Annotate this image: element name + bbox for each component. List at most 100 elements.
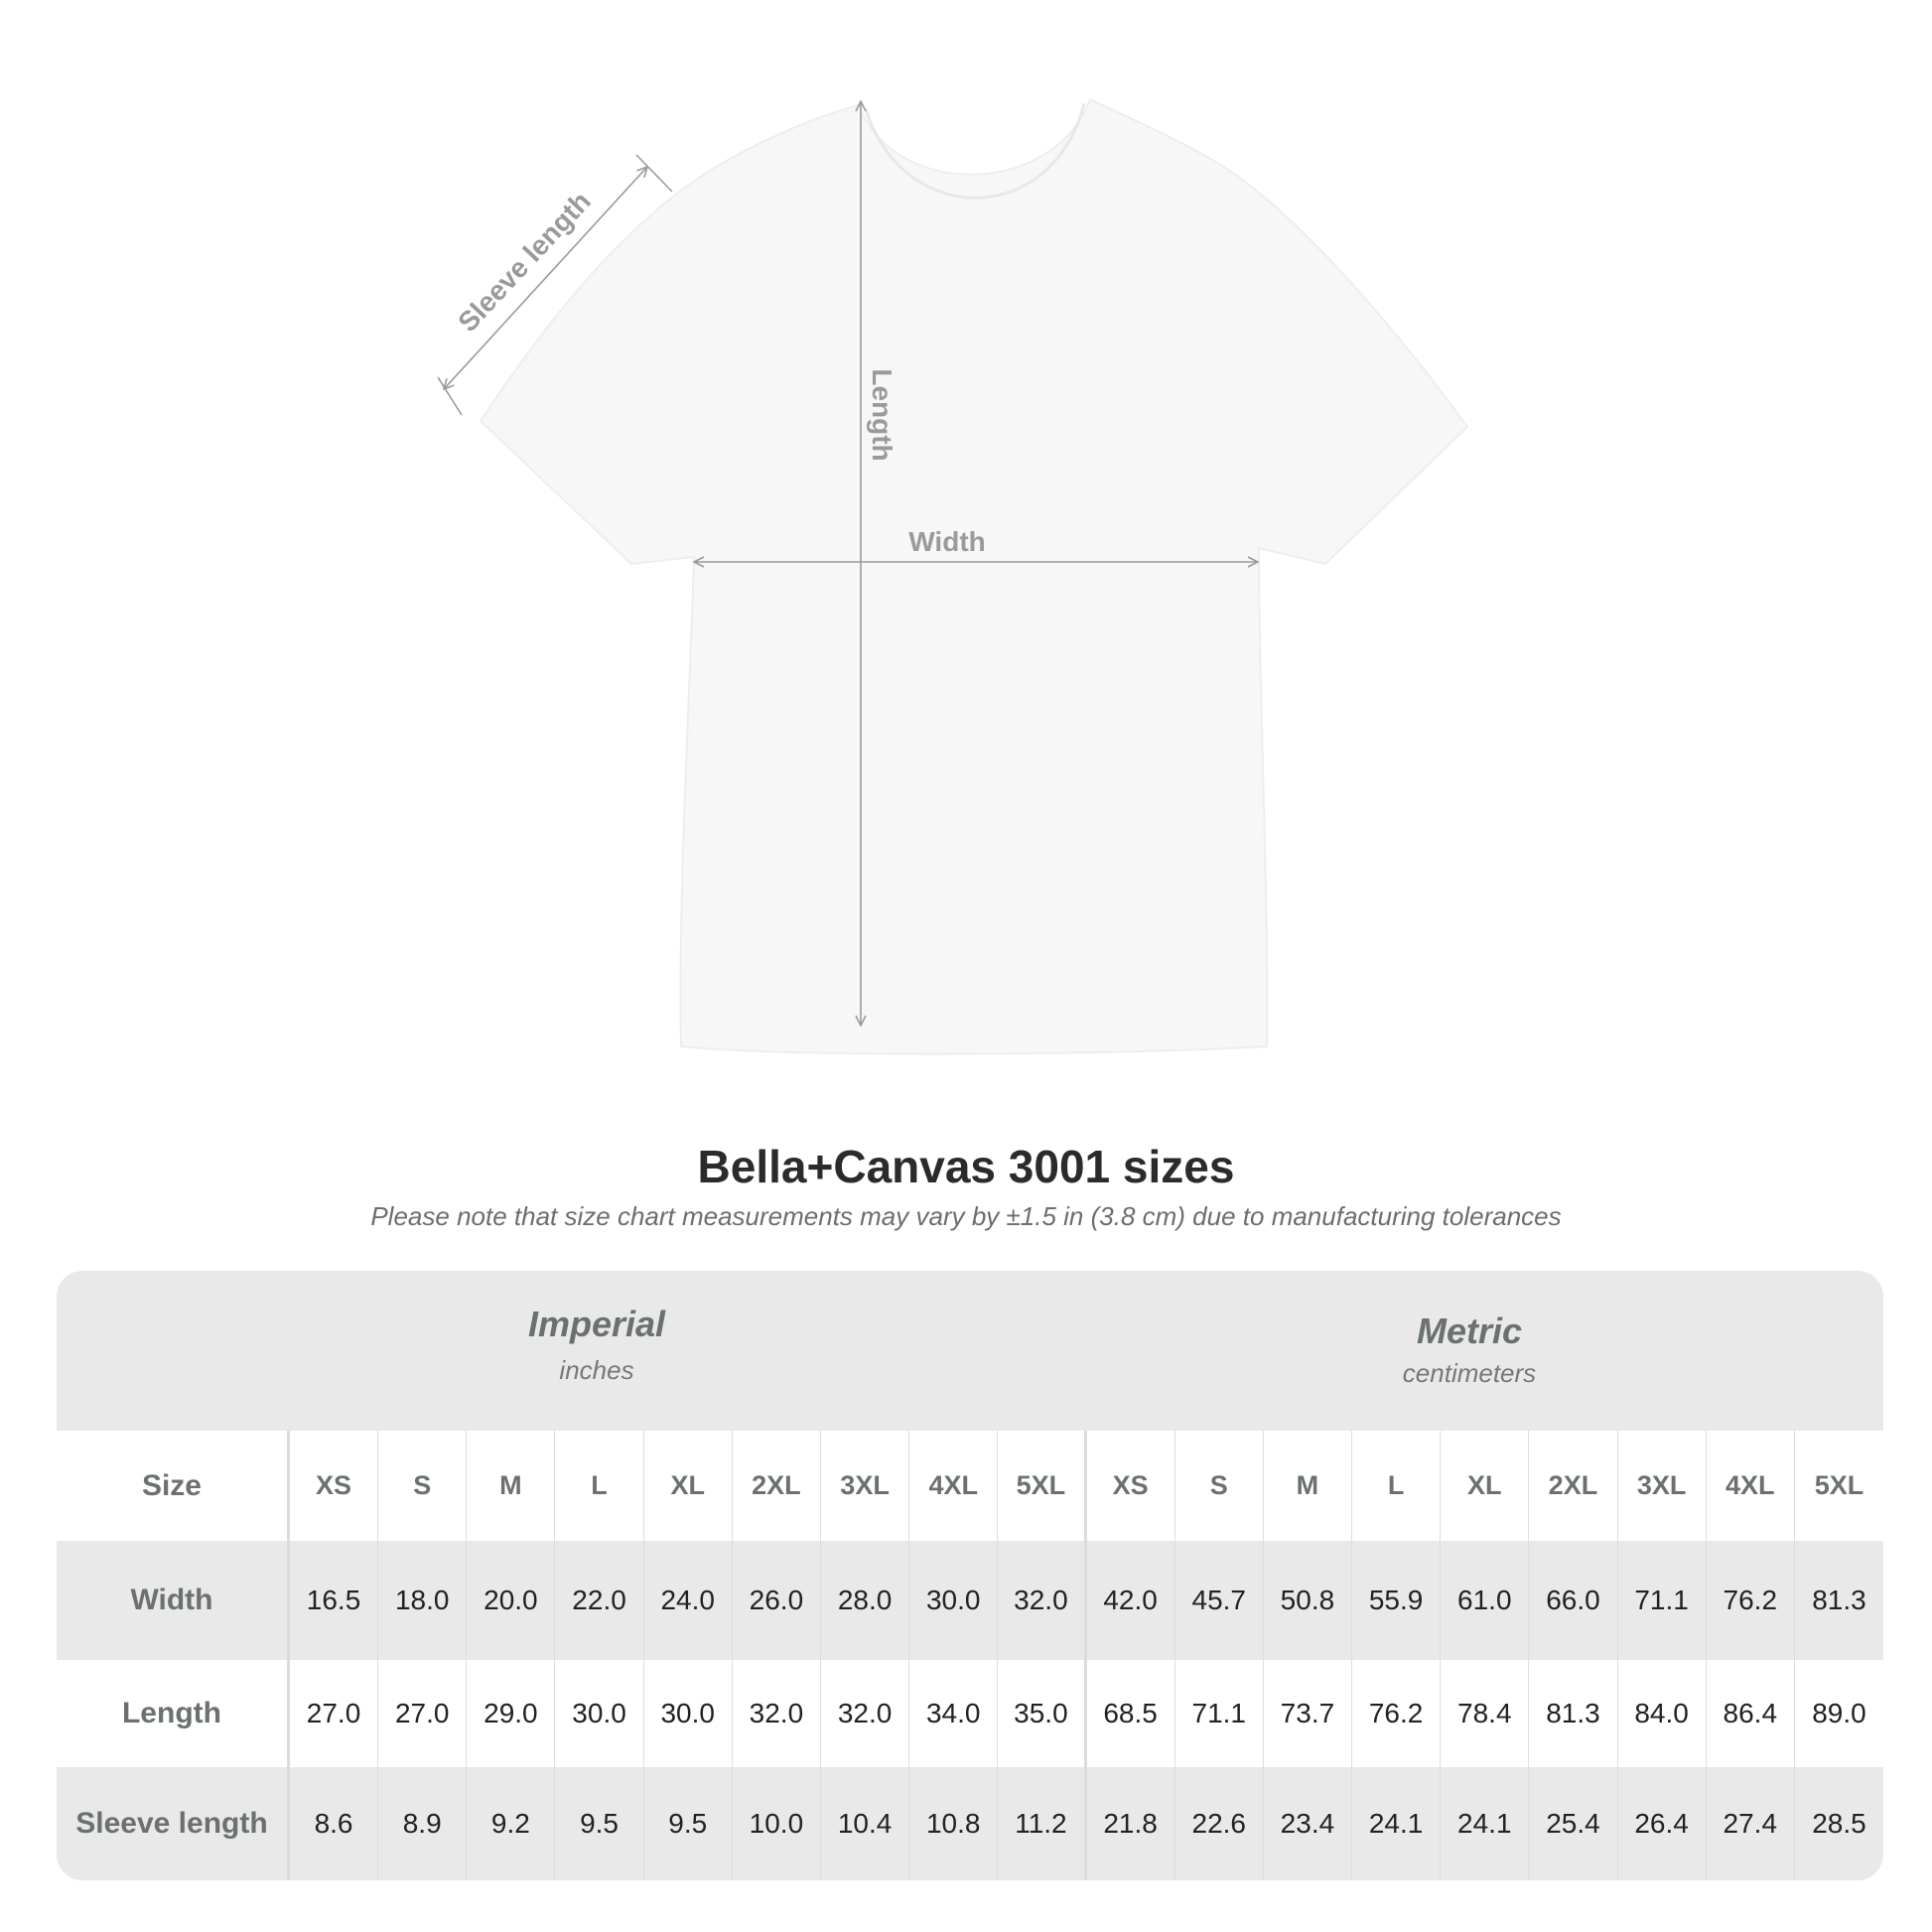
row-label: Sleeve length	[57, 1767, 290, 1880]
imperial-size-m: M	[467, 1431, 556, 1541]
metric-cell: 23.4	[1264, 1767, 1353, 1880]
metric-cell: 50.8	[1264, 1541, 1353, 1660]
size-header-row: Size XS S M L XL 2XL 3XL 4XL 5XL XS S M L XL 2XL 3XL 4XL 5…	[57, 1431, 1883, 1541]
imperial-cell: 30.0	[555, 1660, 644, 1767]
imperial-cell: 35.0	[998, 1660, 1087, 1767]
imperial-cell: 32.0	[733, 1660, 821, 1767]
imperial-cell: 32.0	[821, 1660, 910, 1767]
row-band	[57, 1541, 1883, 1660]
imperial-cell: 30.0	[909, 1541, 999, 1660]
imperial-title: Imperial	[527, 1304, 666, 1344]
imperial-size-xl: XL	[644, 1431, 733, 1541]
metric-cell: 78.4	[1441, 1660, 1530, 1767]
imperial-cell: 8.9	[378, 1767, 468, 1880]
metric-cell: 61.0	[1441, 1541, 1530, 1660]
metric-cell: 81.3	[1812, 1585, 1866, 1615]
table-row: Width 16.5 18.0 20.0 22.0 24.0 26.0 28.0 30.0 32.…	[57, 1541, 1883, 1660]
imperial-cell: 9.5	[644, 1767, 733, 1880]
row-label: Width	[57, 1541, 290, 1660]
imperial-cell: 22.0	[555, 1541, 644, 1660]
metric-cell: 21.8	[1087, 1767, 1175, 1880]
metric-cell: 42.0	[1087, 1541, 1175, 1660]
sleeve-tick	[635, 154, 673, 193]
metric-cell: 28.5	[1812, 1808, 1866, 1839]
metric-cell: 24.1	[1441, 1767, 1530, 1880]
table-row: Length 27.0 27.0 29.0 30.0 30.0 32.0 32.0 34.0 35…	[57, 1660, 1883, 1767]
imperial-cell: 28.0	[821, 1541, 910, 1660]
metric-cell: 27.4	[1707, 1767, 1795, 1880]
length-label: Length	[867, 368, 897, 461]
imperial-cell: 8.6	[290, 1767, 379, 1880]
metric-cell: 76.2	[1352, 1660, 1442, 1767]
imperial-size-5xl: 5XL	[998, 1431, 1087, 1541]
imperial-cell: 30.0	[644, 1660, 733, 1767]
metric-cell: 84.0	[1618, 1660, 1707, 1767]
imperial-cell: 11.2	[998, 1767, 1087, 1880]
imperial-cell: 10.4	[821, 1767, 910, 1880]
metric-cell: 55.9	[1352, 1541, 1442, 1660]
collar	[864, 102, 1086, 200]
metric-cell: 45.7	[1175, 1541, 1264, 1660]
imperial-cell: 34.0	[909, 1660, 999, 1767]
row-label: Length	[57, 1660, 290, 1767]
metric-size-xs: XS	[1087, 1431, 1175, 1541]
tolerance-note: Please note that size chart measurements…	[370, 1201, 1562, 1231]
imperial-cell: 27.0	[378, 1660, 468, 1767]
imperial-size-4xl: 4XL	[909, 1431, 999, 1541]
imperial-cell: 20.0	[467, 1541, 556, 1660]
imperial-cell: 32.0	[998, 1541, 1087, 1660]
imperial-cell: 24.0	[644, 1541, 733, 1660]
header-band	[57, 1271, 1883, 1431]
imperial-size-s: S	[378, 1431, 468, 1541]
metric-cell: 81.3	[1529, 1660, 1618, 1767]
sleeve-arrow	[444, 167, 647, 389]
row-band	[57, 1767, 1883, 1880]
metric-cell: 71.1	[1618, 1541, 1707, 1660]
imperial-cell: 18.0	[378, 1541, 468, 1660]
page-title: Bella+Canvas 3001 sizes	[697, 1141, 1235, 1192]
imperial-size-xs: XS	[290, 1431, 379, 1541]
metric-cell: 24.1	[1352, 1767, 1442, 1880]
width-label: Width	[908, 526, 986, 557]
imperial-cell: 27.0	[290, 1660, 379, 1767]
metric-cell: 76.2	[1707, 1541, 1795, 1660]
imperial-cell: 9.5	[555, 1767, 644, 1880]
metric-unit: centimeters	[1402, 1358, 1537, 1388]
imperial-cell: 10.0	[733, 1767, 821, 1880]
imperial-cell: 10.8	[909, 1767, 999, 1880]
imperial-cell: 29.0	[467, 1660, 556, 1767]
metric-header: Metric centimeters	[1221, 1311, 1718, 1389]
tshirt-diagram: Width Length Sleeve length	[437, 97, 1469, 1055]
imperial-size-3xl: 3XL	[821, 1431, 910, 1541]
metric-size-5xl: 5XL	[1814, 1470, 1864, 1500]
imperial-header: Imperial inches	[348, 1304, 845, 1386]
imperial-unit: inches	[559, 1355, 634, 1385]
metric-cell: 25.4	[1529, 1767, 1618, 1880]
imperial-cell: 26.0	[733, 1541, 821, 1660]
metric-size-4xl: 4XL	[1707, 1431, 1795, 1541]
size-label: Size	[57, 1431, 290, 1541]
metric-size-s: S	[1175, 1431, 1264, 1541]
sleeve-tick	[437, 376, 463, 416]
metric-title: Metric	[1416, 1311, 1523, 1351]
metric-size-2xl: 2XL	[1529, 1431, 1618, 1541]
metric-size-3xl: 3XL	[1618, 1431, 1707, 1541]
metric-cell: 89.0	[1812, 1698, 1866, 1728]
size-table: Imperial inches Metric centimeters Size X…	[57, 1271, 1883, 1880]
metric-cell: 26.4	[1618, 1767, 1707, 1880]
metric-cell: 73.7	[1264, 1660, 1353, 1767]
metric-cell: 71.1	[1175, 1660, 1264, 1767]
metric-cell: 66.0	[1529, 1541, 1618, 1660]
table-row: Sleeve length 8.6 8.9 9.2 9.5 9.5 10.0 10.4 10.8…	[57, 1767, 1883, 1880]
metric-size-m: M	[1264, 1431, 1353, 1541]
imperial-size-l: L	[555, 1431, 644, 1541]
imperial-cell: 16.5	[290, 1541, 379, 1660]
metric-size-l: L	[1352, 1431, 1442, 1541]
imperial-cell: 9.2	[467, 1767, 556, 1880]
tshirt-shape	[479, 97, 1469, 1055]
metric-cell: 22.6	[1175, 1767, 1264, 1880]
metric-cell: 86.4	[1707, 1660, 1795, 1767]
imperial-size-2xl: 2XL	[733, 1431, 821, 1541]
metric-size-xl: XL	[1441, 1431, 1530, 1541]
metric-cell: 68.5	[1087, 1660, 1175, 1767]
